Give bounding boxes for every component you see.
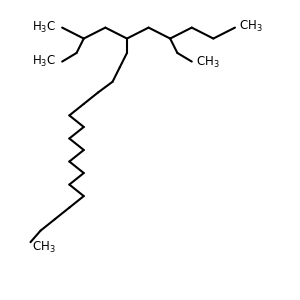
Text: H$_3$C: H$_3$C <box>32 20 56 35</box>
Text: CH$_3$: CH$_3$ <box>32 240 56 256</box>
Text: H$_3$C: H$_3$C <box>32 54 56 69</box>
Text: CH$_3$: CH$_3$ <box>239 19 263 34</box>
Text: CH$_3$: CH$_3$ <box>196 55 220 70</box>
